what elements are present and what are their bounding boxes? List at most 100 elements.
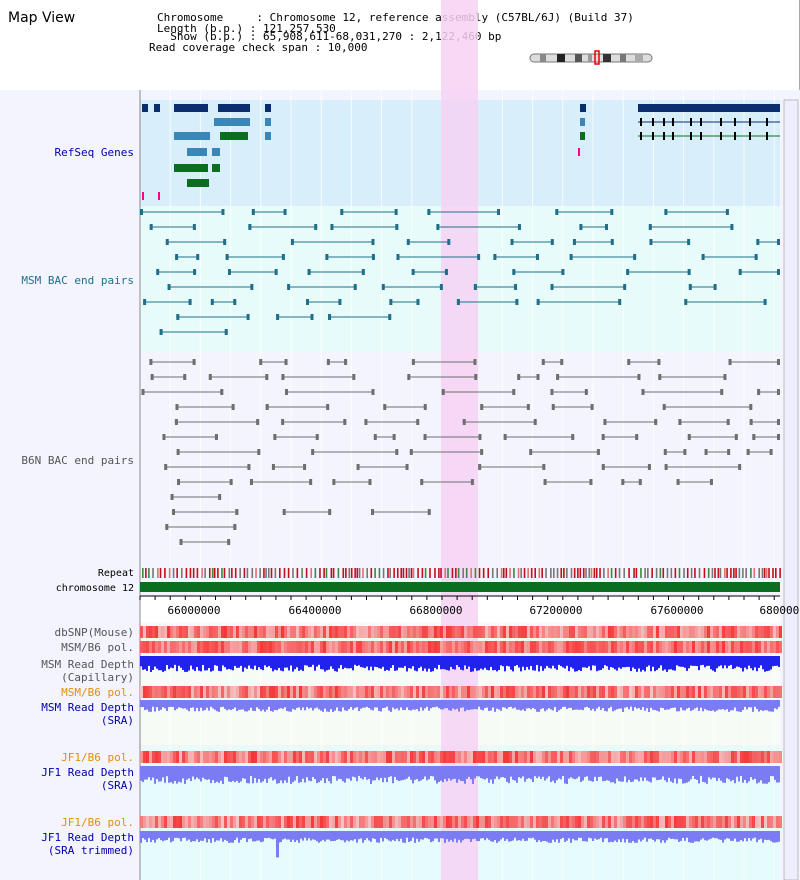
- depth-bar: [156, 831, 158, 840]
- heat-cell: [221, 686, 224, 698]
- heat-cell: [455, 641, 458, 653]
- polymorphism-heat-tracks[interactable]: [140, 626, 782, 828]
- heat-cell: [647, 686, 650, 698]
- repeat-mark: [172, 568, 175, 578]
- heat-cell: [410, 626, 413, 638]
- depth-bar: [322, 766, 324, 779]
- depth-bar: [296, 831, 298, 841]
- depth-bar: [444, 656, 446, 670]
- heat-cell: [407, 751, 410, 763]
- depth-bar: [580, 831, 582, 838]
- depth-bar: [338, 656, 340, 669]
- msm-bac-pair-end: [281, 254, 285, 260]
- depth-bar: [196, 700, 198, 708]
- heat-cell: [725, 641, 728, 653]
- heat-cell: [743, 626, 746, 638]
- refseq-genes-track[interactable]: [142, 104, 780, 200]
- depth-bar: [332, 700, 334, 712]
- depth-bar: [732, 766, 734, 781]
- depth-bar: [506, 700, 508, 709]
- heat-cell: [224, 751, 227, 763]
- b6n-bac-pair-end: [364, 419, 368, 425]
- heat-cell: [464, 641, 467, 653]
- heat-cell: [539, 751, 542, 763]
- depth-bar: [350, 766, 352, 781]
- heat-cell: [563, 641, 566, 653]
- b6n-bac-track[interactable]: [141, 359, 780, 545]
- heat-cell: [212, 751, 215, 763]
- heat-cell: [350, 641, 353, 653]
- depth-bar: [286, 700, 288, 711]
- heat-cell: [404, 686, 407, 698]
- heat-cell: [365, 626, 368, 638]
- depth-bar: [604, 766, 606, 781]
- chromosome-bar[interactable]: [140, 582, 780, 592]
- depth-bar: [504, 766, 506, 779]
- heat-cell: [239, 751, 242, 763]
- heat-cell: [263, 641, 266, 653]
- heat-cell: [494, 626, 497, 638]
- heat-cell: [716, 686, 719, 698]
- depth-bar: [700, 831, 702, 840]
- heat-cell: [575, 816, 578, 828]
- depth-bar: [424, 656, 426, 669]
- heat-cell: [356, 626, 359, 638]
- depth-bar: [296, 656, 298, 668]
- depth-bar: [618, 831, 620, 840]
- depth-bar: [560, 831, 562, 840]
- heat-cell: [728, 686, 731, 698]
- depth-bar: [608, 656, 610, 670]
- heat-cell: [701, 686, 704, 698]
- highlight-region[interactable]: [441, 0, 478, 880]
- heat-cell: [431, 686, 434, 698]
- refseq-exon: [766, 132, 768, 140]
- depth-bar: [660, 656, 662, 666]
- repeat-track[interactable]: [142, 568, 781, 578]
- repeat-mark: [251, 568, 254, 578]
- depth-bar: [540, 766, 542, 779]
- read-depth-tracks[interactable]: [140, 656, 780, 858]
- depth-bar: [204, 700, 206, 710]
- depth-bar: [664, 831, 666, 843]
- depth-bar: [588, 656, 590, 667]
- depth-bar: [388, 656, 390, 671]
- repeat-mark: [714, 568, 716, 578]
- depth-bar: [510, 766, 512, 777]
- heat-cell: [395, 751, 398, 763]
- heat-cell: [623, 751, 626, 763]
- depth-bar: [624, 766, 626, 777]
- depth-bar: [352, 766, 354, 777]
- depth-bar: [724, 831, 726, 840]
- depth-bar: [178, 700, 180, 708]
- depth-bar: [302, 831, 304, 841]
- depth-bar: [312, 656, 314, 665]
- depth-bar: [194, 831, 196, 842]
- depth-bar: [688, 766, 690, 782]
- depth-bar: [552, 766, 554, 781]
- depth-bar: [544, 700, 546, 712]
- depth-bar: [306, 700, 308, 708]
- heat-cell: [632, 686, 635, 698]
- heat-cell: [551, 626, 554, 638]
- b6n-bac-pair-end: [409, 449, 413, 455]
- depth-bar: [384, 766, 386, 778]
- heat-cell: [488, 751, 491, 763]
- msm-bac-pair-end: [175, 254, 179, 260]
- depth-bar: [432, 766, 434, 777]
- depth-bar: [386, 766, 388, 783]
- depth-bar: [772, 700, 774, 712]
- heat-cell: [740, 626, 743, 638]
- depth-bar: [370, 700, 372, 710]
- depth-bar: [416, 700, 418, 709]
- heat-cell: [359, 626, 362, 638]
- chromosome-ideogram[interactable]: [529, 50, 653, 65]
- heat-cell: [620, 816, 623, 828]
- depth-bar: [444, 700, 446, 709]
- vertical-scrollbar[interactable]: [783, 99, 799, 880]
- heat-cell: [269, 641, 272, 653]
- depth-bar: [348, 700, 350, 710]
- refseq-gene: [174, 132, 210, 140]
- msm-bac-track[interactable]: [140, 209, 780, 335]
- depth-bar: [394, 700, 396, 710]
- repeat-mark: [348, 568, 351, 578]
